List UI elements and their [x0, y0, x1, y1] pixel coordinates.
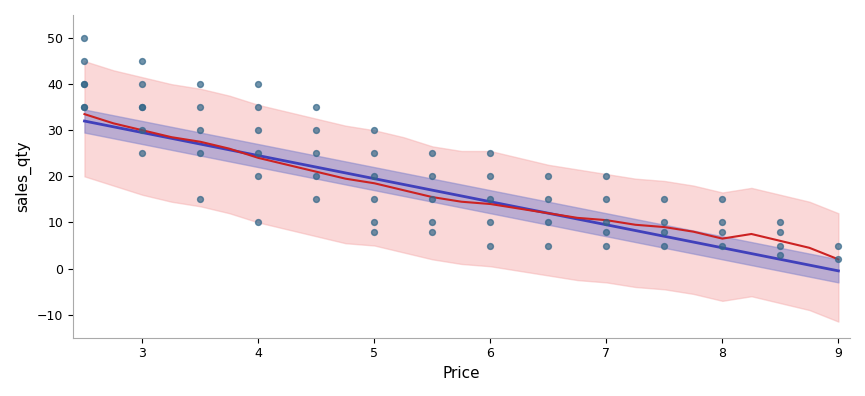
Point: [252, 81, 266, 88]
Point: [541, 242, 555, 249]
Point: [599, 242, 613, 249]
X-axis label: Price: Price: [443, 366, 480, 381]
Point: [368, 173, 381, 179]
Point: [136, 104, 150, 110]
Point: [773, 242, 787, 249]
Point: [194, 150, 208, 156]
Point: [252, 219, 266, 226]
Point: [426, 219, 439, 226]
Point: [78, 35, 92, 41]
Point: [78, 81, 92, 88]
Point: [484, 150, 497, 156]
Point: [541, 196, 555, 203]
Point: [831, 242, 845, 249]
Point: [78, 104, 92, 110]
Point: [773, 228, 787, 235]
Point: [310, 173, 324, 179]
Point: [78, 104, 92, 110]
Point: [252, 150, 266, 156]
Point: [78, 58, 92, 64]
Point: [484, 173, 497, 179]
Point: [426, 196, 439, 203]
Point: [715, 196, 729, 203]
Point: [194, 104, 208, 110]
Point: [541, 173, 555, 179]
Point: [426, 228, 439, 235]
Point: [252, 104, 266, 110]
Point: [426, 173, 439, 179]
Point: [368, 196, 381, 203]
Point: [599, 219, 613, 226]
Point: [831, 256, 845, 263]
Point: [657, 228, 671, 235]
Point: [136, 81, 150, 88]
Point: [715, 242, 729, 249]
Point: [715, 219, 729, 226]
Point: [426, 150, 439, 156]
Point: [136, 127, 150, 133]
Point: [657, 196, 671, 203]
Point: [657, 242, 671, 249]
Point: [310, 127, 324, 133]
Point: [715, 228, 729, 235]
Point: [310, 104, 324, 110]
Point: [484, 219, 497, 226]
Point: [136, 104, 150, 110]
Point: [136, 58, 150, 64]
Point: [599, 228, 613, 235]
Point: [368, 219, 381, 226]
Point: [194, 196, 208, 203]
Point: [368, 127, 381, 133]
Point: [310, 150, 324, 156]
Point: [252, 173, 266, 179]
Point: [484, 242, 497, 249]
Point: [368, 228, 381, 235]
Point: [252, 127, 266, 133]
Point: [136, 150, 150, 156]
Point: [599, 173, 613, 179]
Point: [657, 219, 671, 226]
Point: [484, 196, 497, 203]
Point: [368, 150, 381, 156]
Point: [599, 196, 613, 203]
Point: [541, 219, 555, 226]
Point: [773, 219, 787, 226]
Point: [194, 127, 208, 133]
Point: [310, 196, 324, 203]
Point: [78, 81, 92, 88]
Y-axis label: sales_qty: sales_qty: [15, 141, 31, 212]
Point: [773, 251, 787, 258]
Point: [194, 81, 208, 88]
